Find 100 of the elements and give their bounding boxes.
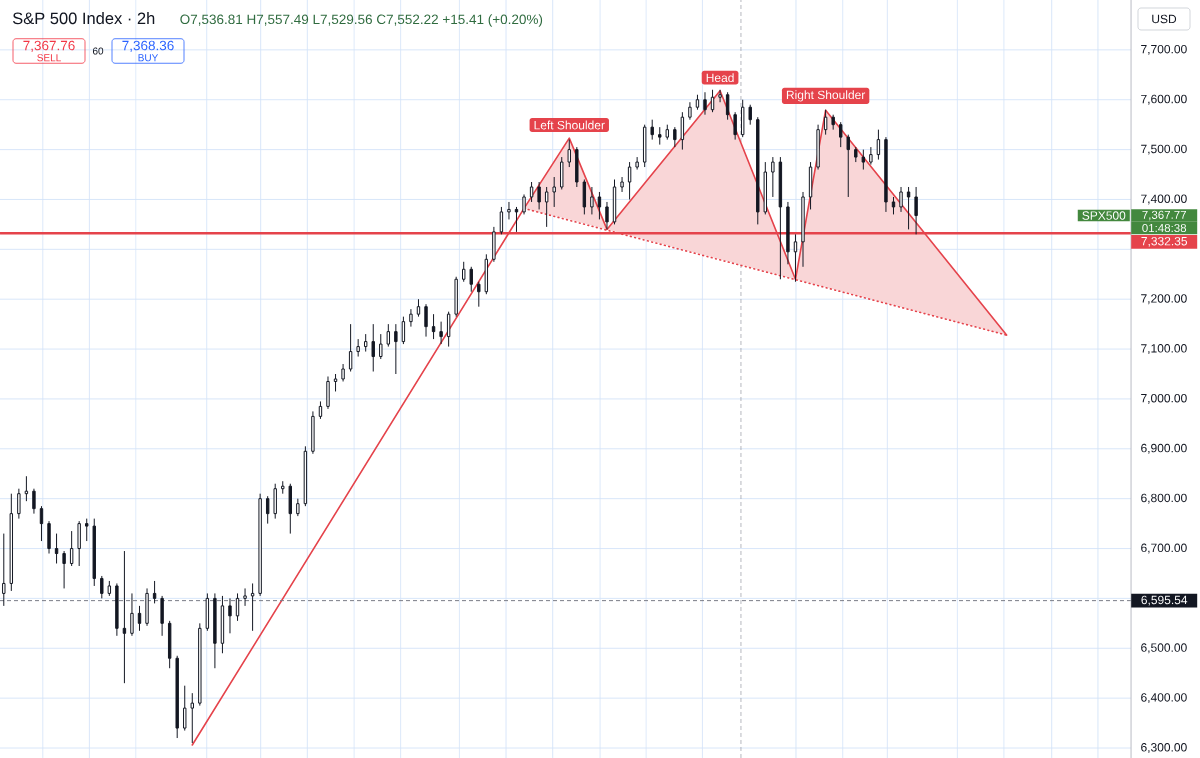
y-tick-label: 7,100.00 <box>1141 344 1187 355</box>
candlestick <box>733 111 737 141</box>
candlestick <box>85 518 89 542</box>
candlestick <box>763 161 768 215</box>
candlestick <box>846 134 850 198</box>
candlestick <box>2 533 6 607</box>
candlestick <box>265 495 270 525</box>
candlestick <box>477 281 481 308</box>
candlestick <box>590 186 594 215</box>
ref-line-label: 6,595.54 <box>1141 595 1188 606</box>
candlestick <box>492 226 496 263</box>
candlestick <box>258 493 262 597</box>
annotation: BUY <box>138 54 159 62</box>
y-tick-label: 6,400.00 <box>1141 693 1187 704</box>
candlestick <box>816 124 820 171</box>
candlestick <box>839 121 843 148</box>
candlestick <box>288 483 292 535</box>
candlestick <box>537 181 541 210</box>
candlestick <box>635 156 639 171</box>
candlestick <box>62 550 66 589</box>
candlestick <box>47 520 51 555</box>
candlestick <box>756 116 760 225</box>
y-tick-label: 6,300.00 <box>1141 743 1187 753</box>
candlestick <box>296 498 300 517</box>
candlestick <box>914 186 918 235</box>
candlestick <box>243 587 247 607</box>
candlestick <box>642 124 647 168</box>
candlestick <box>228 597 232 634</box>
candlestick <box>620 176 624 193</box>
candlestick <box>115 582 119 637</box>
candlestick <box>190 692 194 744</box>
y-tick-label: 7,400.00 <box>1141 194 1187 205</box>
candlestick <box>333 373 338 392</box>
candlestick <box>854 146 858 163</box>
candlestick <box>861 149 866 171</box>
candlestick <box>560 156 564 190</box>
data-label: Left Shoulder <box>534 120 605 130</box>
candlestick <box>688 101 692 121</box>
text: 7,367.77 <box>1142 210 1186 221</box>
candlestick <box>326 376 330 410</box>
candlestick <box>499 206 504 235</box>
candlestick <box>356 338 360 358</box>
candlestick <box>17 488 21 520</box>
candlestick <box>454 276 458 318</box>
candlestick <box>213 592 217 669</box>
candlestick <box>831 114 835 131</box>
candlestick <box>673 126 677 148</box>
candlestick <box>544 186 549 228</box>
candlestick <box>627 161 632 200</box>
candlestick <box>32 488 36 515</box>
candlestick <box>899 186 903 213</box>
data-label: Head <box>706 73 734 83</box>
candlestick <box>145 587 149 627</box>
candlestick <box>597 191 602 220</box>
candlestick <box>9 493 14 592</box>
candlestick <box>771 156 775 198</box>
candlestick <box>612 179 617 225</box>
candlestick <box>92 518 96 587</box>
text: 01:48:38 <box>1142 223 1187 233</box>
candlestick <box>235 592 240 622</box>
candlestick <box>740 99 745 138</box>
text: O7,536.81 H7,557.49 L7,529.56 C7,552.22 +15.41 (+0.20%) <box>180 14 543 27</box>
candlestick <box>462 261 466 283</box>
y-tick-label: 7,600.00 <box>1141 94 1187 105</box>
candlestick <box>748 104 752 126</box>
candlestick <box>273 483 277 520</box>
candlestick <box>484 253 489 295</box>
candlestick <box>250 582 255 632</box>
candlestick <box>130 592 134 637</box>
candlestick <box>363 333 368 353</box>
candlestick <box>107 580 112 597</box>
candlestick <box>160 595 164 637</box>
candlestick <box>891 196 896 215</box>
y-tick-label: 6,700.00 <box>1141 543 1187 554</box>
candlestick <box>884 136 888 213</box>
candlestick <box>175 655 179 739</box>
annotation: 60 <box>92 47 104 55</box>
candlestick <box>394 323 398 375</box>
candlestick <box>552 176 556 208</box>
candlestick <box>869 146 873 166</box>
candlestick <box>605 201 609 230</box>
y-tick-label: 6,800.00 <box>1141 493 1187 504</box>
candlestick <box>582 179 587 215</box>
candlestick <box>567 139 571 168</box>
candlestick <box>409 308 413 328</box>
candlestick <box>371 323 375 373</box>
candlestick <box>507 201 511 220</box>
y-tick-label: 6,500.00 <box>1141 643 1187 654</box>
y-tick-label: 6,900.00 <box>1141 443 1187 454</box>
text: USD <box>1152 14 1177 24</box>
candlestick <box>650 119 654 141</box>
data-label: Right Shoulder <box>786 90 866 102</box>
candlestick <box>386 323 391 348</box>
candlestick <box>281 480 285 495</box>
candlestick <box>529 181 534 203</box>
annotation: SELL <box>37 54 61 62</box>
candlestick <box>198 622 202 707</box>
candlestick <box>703 91 707 116</box>
y-tick-label: 7,700.00 <box>1141 44 1187 55</box>
ref-line-label: 7,332.35 <box>1141 236 1188 247</box>
